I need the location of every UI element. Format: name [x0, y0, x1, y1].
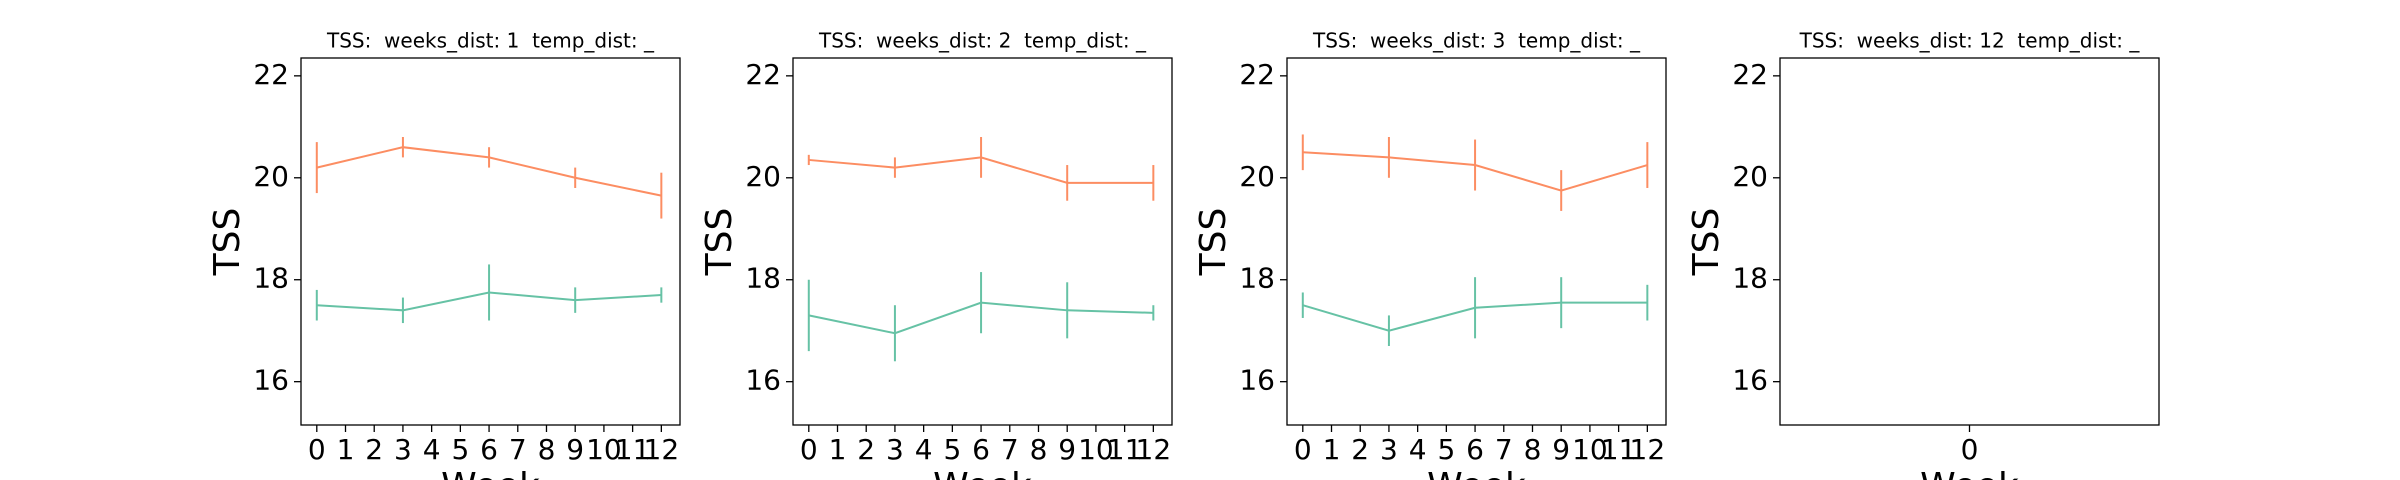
y-tick-label: 16 [1732, 364, 1768, 397]
x-tick-label: 2 [365, 433, 383, 466]
subplot-title: TSS: weeks_dist: 1 temp_dist: _ [326, 29, 655, 53]
x-tick-label: 4 [1409, 433, 1427, 466]
x-tick-label: 11 [615, 433, 651, 466]
x-axis-label: Week [933, 466, 1032, 480]
subplot-title: TSS: weeks_dist: 2 temp_dist: _ [818, 29, 1147, 53]
plot-frame [792, 57, 1173, 426]
x-tick-label: 9 [566, 433, 584, 466]
x-tick-label: 4 [915, 433, 933, 466]
x-tick-label: 1 [1323, 433, 1341, 466]
x-tick-label: 9 [1058, 433, 1076, 466]
y-axis-label: TSS [1686, 208, 1727, 277]
x-tick-label: 8 [538, 433, 556, 466]
x-tick-label: 7 [1495, 433, 1513, 466]
x-tick-label: 0 [1961, 433, 1979, 466]
y-tick-label: 18 [745, 262, 781, 295]
plot-frame [1779, 57, 2160, 426]
x-tick-label: 3 [886, 433, 904, 466]
x-tick-label: 0 [308, 433, 326, 466]
x-tick-label: 2 [1351, 433, 1369, 466]
x-tick-label: 8 [1030, 433, 1048, 466]
x-tick-label: 5 [1437, 433, 1455, 466]
x-tick-label: 8 [1524, 433, 1542, 466]
y-tick-label: 22 [1732, 58, 1768, 91]
y-tick-label: 20 [745, 160, 781, 193]
x-axis-label: Week [1427, 466, 1526, 480]
x-tick-label: 1 [829, 433, 847, 466]
x-tick-label: 12 [1630, 433, 1666, 466]
subplot-title: TSS: weeks_dist: 12 temp_dist: _ [1799, 29, 2141, 53]
x-tick-label: 2 [857, 433, 875, 466]
x-tick-label: 6 [1466, 433, 1484, 466]
subplot-title: TSS: weeks_dist: 3 temp_dist: _ [1312, 29, 1641, 53]
y-axis-label: TSS [699, 208, 740, 277]
y-tick-label: 20 [253, 160, 289, 193]
x-tick-label: 3 [394, 433, 412, 466]
x-tick-label: 9 [1552, 433, 1570, 466]
y-axis-label: TSS [1193, 208, 1234, 277]
x-tick-label: 7 [1001, 433, 1019, 466]
y-tick-label: 16 [745, 364, 781, 397]
x-tick-label: 10 [586, 433, 622, 466]
x-tick-label: 6 [972, 433, 990, 466]
x-tick-label: 7 [509, 433, 527, 466]
y-tick-label: 22 [1239, 58, 1275, 91]
x-axis-label: Week [441, 466, 540, 480]
x-tick-label: 11 [1601, 433, 1637, 466]
y-tick-label: 18 [1239, 262, 1275, 295]
x-tick-label: 0 [800, 433, 818, 466]
y-tick-label: 20 [1239, 160, 1275, 193]
x-tick-label: 5 [943, 433, 961, 466]
x-tick-label: 3 [1380, 433, 1398, 466]
y-tick-label: 18 [1732, 262, 1768, 295]
plot-frame [300, 57, 681, 426]
x-tick-label: 10 [1572, 433, 1608, 466]
plot-frame [1286, 57, 1667, 426]
x-tick-label: 6 [480, 433, 498, 466]
y-tick-label: 20 [1732, 160, 1768, 193]
y-tick-label: 22 [253, 58, 289, 91]
x-axis-label: Week [1920, 466, 2019, 480]
y-tick-label: 16 [1239, 364, 1275, 397]
y-tick-label: 16 [253, 364, 289, 397]
x-tick-label: 10 [1078, 433, 1114, 466]
y-tick-label: 18 [253, 262, 289, 295]
x-tick-label: 11 [1107, 433, 1143, 466]
x-tick-label: 1 [337, 433, 355, 466]
y-axis-label: TSS [207, 208, 248, 277]
x-tick-label: 12 [1136, 433, 1172, 466]
x-tick-label: 5 [451, 433, 469, 466]
x-tick-label: 12 [644, 433, 680, 466]
y-tick-label: 22 [745, 58, 781, 91]
x-tick-label: 0 [1294, 433, 1312, 466]
x-tick-label: 4 [423, 433, 441, 466]
